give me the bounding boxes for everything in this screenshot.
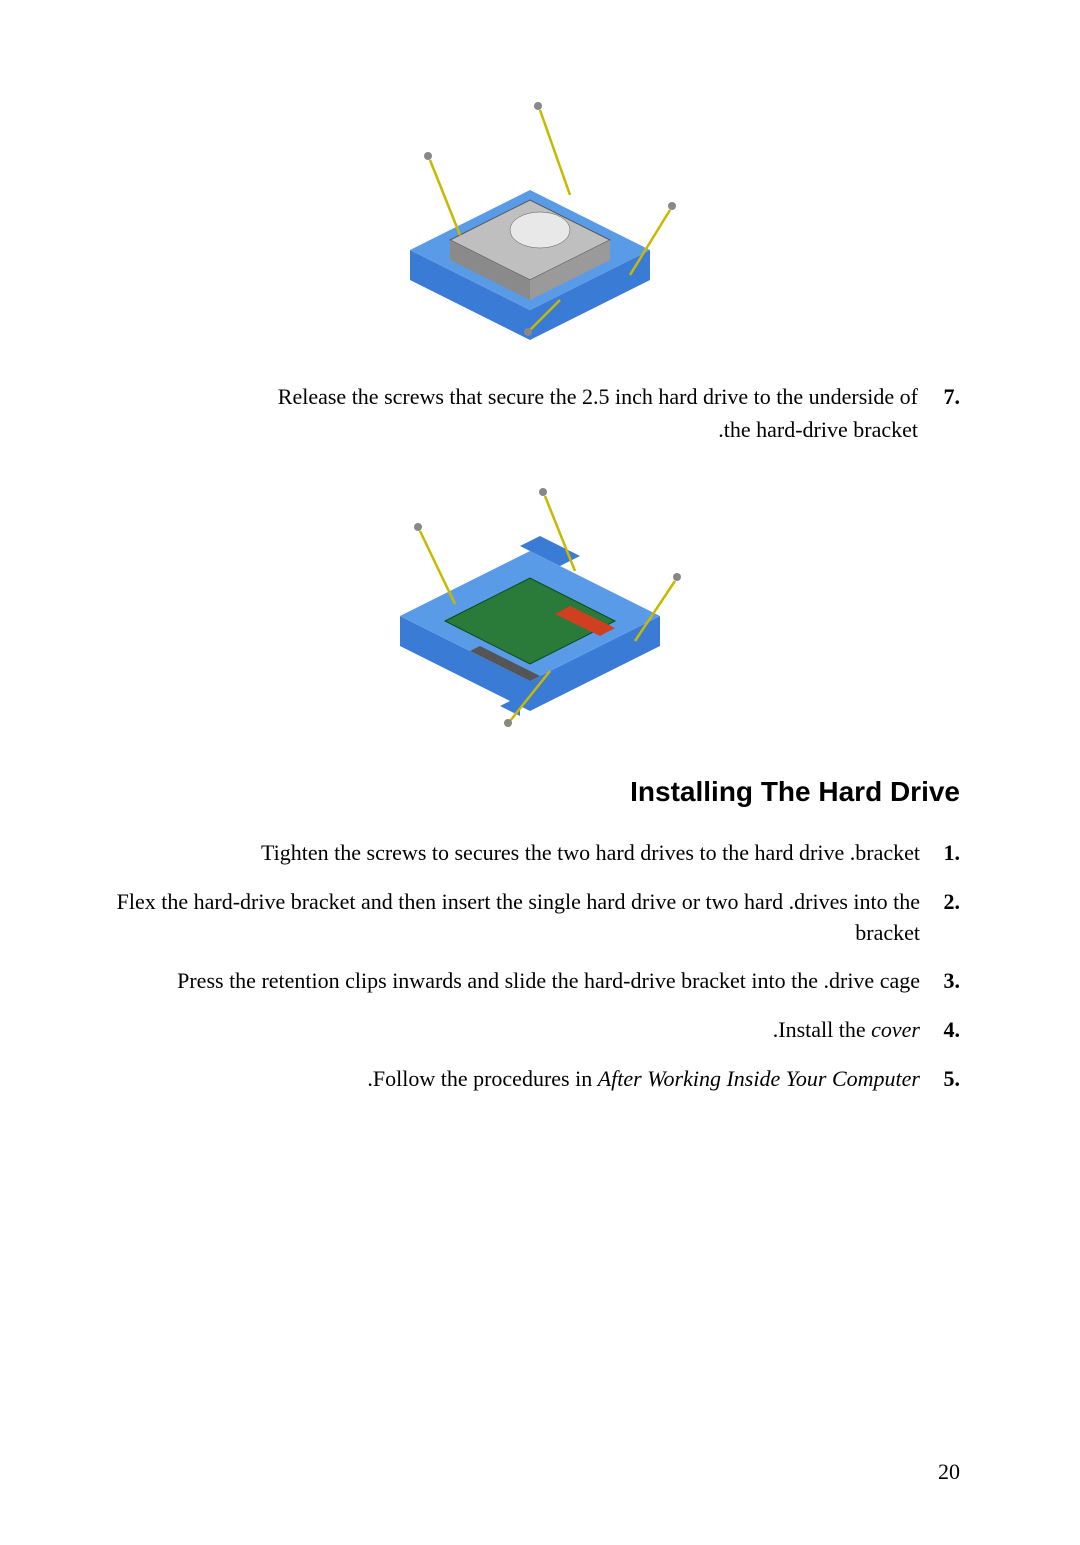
step-5-pre: .Follow the procedures in <box>367 1066 597 1091</box>
screw-b2 <box>539 488 547 496</box>
step-2-text: Flex the hard-drive bracket and then ins… <box>100 887 920 949</box>
step-7-text: Release the screws that secure the 2.5 i… <box>278 380 918 446</box>
step-2-num: .2 <box>920 887 960 918</box>
step-7-number: .7 <box>924 380 961 413</box>
step-4-italic: cover <box>871 1017 920 1042</box>
step-4-pre: .Install the <box>773 1017 871 1042</box>
screw-3 <box>668 202 676 210</box>
install-step-4: .4 .Install the cover <box>100 1015 960 1046</box>
hard-drive-bottom-illustration <box>370 476 690 736</box>
screw-2 <box>534 102 542 110</box>
step-5-text: .Follow the procedures in After Working … <box>100 1064 920 1095</box>
step-4-num: .4 <box>920 1015 960 1046</box>
step-5-italic: After Working Inside Your Computer <box>598 1066 920 1091</box>
install-step-1: .1 Tighten the screws to secures the two… <box>100 838 960 869</box>
step-7-line1: Release the screws that secure the 2.5 i… <box>278 384 918 409</box>
step-4-text: .Install the cover <box>100 1015 920 1046</box>
section-title-installing: Installing The Hard Drive <box>100 776 960 808</box>
step-3-num: .3 <box>920 966 960 997</box>
install-step-5: .5 .Follow the procedures in After Worki… <box>100 1064 960 1095</box>
screw-b1 <box>414 523 422 531</box>
step-1-num: .1 <box>920 838 960 869</box>
step-5-num: .5 <box>920 1064 960 1095</box>
page-number: 20 <box>938 1459 960 1485</box>
screw-arrow-b1 <box>420 531 455 604</box>
install-step-3: .3 Press the retention clips inwards and… <box>100 966 960 997</box>
screw-arrow-2 <box>540 110 570 195</box>
figure-1-container <box>100 80 960 340</box>
hard-drive-top-illustration <box>370 80 690 340</box>
figure-hard-drive-bottom <box>370 476 690 736</box>
step-7: .7 Release the screws that secure the 2.… <box>100 380 960 446</box>
screw-arrow-1 <box>430 160 460 235</box>
screw-b4 <box>504 719 512 727</box>
screw-4 <box>524 328 532 336</box>
figure-hard-drive-top <box>370 80 690 340</box>
screw-1 <box>424 152 432 160</box>
step-7-line2: .the hard-drive bracket <box>718 417 918 442</box>
figure-2-container <box>100 476 960 736</box>
install-step-2: .2 Flex the hard-drive bracket and then … <box>100 887 960 949</box>
step-1-text: Tighten the screws to secures the two ha… <box>100 838 920 869</box>
screw-b3 <box>673 573 681 581</box>
install-steps-list: .1 Tighten the screws to secures the two… <box>100 838 960 1095</box>
step-3-text: Press the retention clips inwards and sl… <box>100 966 920 997</box>
drive-label <box>510 212 570 248</box>
